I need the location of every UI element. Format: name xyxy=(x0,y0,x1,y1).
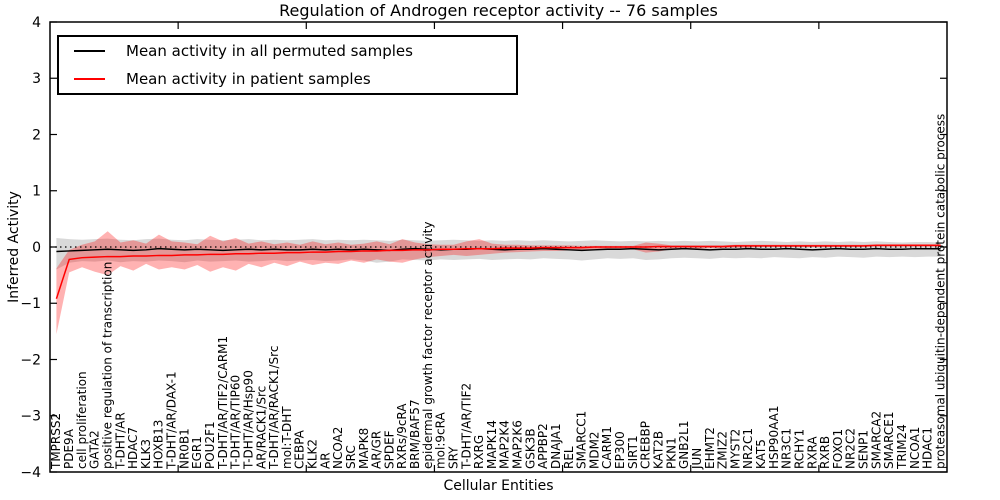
x-category-label: epidermal growth factor receptor activit… xyxy=(421,222,435,469)
x-category-label: JUN xyxy=(690,448,704,470)
x-category-label: HDAC1 xyxy=(921,427,935,469)
x-category-label: SRY xyxy=(446,446,460,469)
x-category-label: NR2C2 xyxy=(844,428,858,469)
x-category-label: AR/GR xyxy=(370,431,384,469)
y-tick-label: 1 xyxy=(32,184,41,200)
x-category-label: mol:9cRA xyxy=(434,412,448,469)
x-category-label: T-DHT/AR/TIF2/CARM1 xyxy=(216,336,230,470)
x-category-label: DNAJA1 xyxy=(549,423,563,469)
x-category-label: CEBPA xyxy=(293,429,307,469)
x-category-label: cell proliferation xyxy=(75,371,89,469)
x-category-label: NCOA2 xyxy=(331,427,345,469)
x-category-label: NR3C1 xyxy=(780,428,794,469)
x-category-label: FOXO1 xyxy=(831,429,845,469)
permuted-mean-line xyxy=(56,247,941,253)
x-category-label: NR0B1 xyxy=(177,428,191,469)
y-tick-label: −2 xyxy=(20,352,41,368)
x-category-label: REL xyxy=(562,446,576,469)
y-tick-label: −4 xyxy=(20,465,41,481)
y-tick-label: −1 xyxy=(20,296,41,312)
x-category-label: GATA2 xyxy=(88,430,102,469)
x-category-label: SPDEF xyxy=(382,430,396,469)
x-category-label: PDE9A xyxy=(62,428,76,469)
y-tick-label: 4 xyxy=(32,15,41,31)
x-category-label: CARM1 xyxy=(600,426,614,469)
chart-title: Regulation of Androgen receptor activity… xyxy=(279,1,718,20)
x-category-label: BRM/BAF57 xyxy=(408,399,422,469)
legend-item-permuted-label: Mean activity in all permuted samples xyxy=(126,42,413,61)
x-category-label: RXRA xyxy=(805,436,819,469)
x-category-label: T-DHT/AR/TIP60 xyxy=(229,375,243,470)
x-category-label: HOXB13 xyxy=(152,420,166,469)
x-category-label: APPBP2 xyxy=(536,423,550,469)
x-category-label: HDAC7 xyxy=(126,427,140,469)
x-category-label: EGR1 xyxy=(190,436,204,469)
x-category-label: KAT2B xyxy=(652,431,666,469)
x-category-label: MAPK14 xyxy=(485,420,499,469)
legend-line-patient-swatch xyxy=(74,77,105,80)
y-axis-label: Inferred Activity xyxy=(6,191,22,303)
legend-item-patient: Mean activity in patient samples xyxy=(59,66,516,92)
x-category-label: proteasomal ubiquitin-dependent protein … xyxy=(933,114,947,469)
legend: Mean activity in all permuted samples Me… xyxy=(57,35,518,95)
x-category-label: T-DHT/AR xyxy=(113,412,127,470)
legend-item-patient-label: Mean activity in patient samples xyxy=(126,69,371,88)
x-category-label: NR2C1 xyxy=(741,428,755,469)
patient-std-band xyxy=(56,231,941,335)
x-category-label: T-DHT/AR/Hsp90 xyxy=(241,370,255,470)
x-category-label: SMARCC1 xyxy=(575,411,589,469)
x-category-label: EHMT2 xyxy=(703,427,717,469)
x-category-label: MAPK8 xyxy=(357,428,371,469)
x-axis-label: Cellular Entities xyxy=(443,478,554,494)
x-category-label: RXRs/9cRA xyxy=(395,403,409,469)
x-category-label: SENP1 xyxy=(857,430,871,469)
x-category-label: SIRT1 xyxy=(626,435,640,469)
x-category-label: PKN1 xyxy=(664,437,678,469)
patient-mean-line xyxy=(55,244,941,299)
x-category-label: KLK2 xyxy=(306,439,320,469)
x-category-label: TMPRSS2 xyxy=(49,413,63,470)
x-category-label: T-DHT/AR/TIF2 xyxy=(459,383,473,470)
x-category-label: KLK3 xyxy=(139,439,153,469)
x-category-label: GNB2L1 xyxy=(677,421,691,469)
x-category-label: GSK3B xyxy=(523,428,537,469)
x-category-label: SMARCE1 xyxy=(882,411,896,469)
x-category-label: mol:T-DHT xyxy=(280,406,294,469)
y-tick-label: 2 xyxy=(32,127,41,143)
y-tick-label: −3 xyxy=(20,409,41,425)
x-category-label: ZMIZ2 xyxy=(716,431,730,469)
x-category-label: T-DHT/AR/DAX-1 xyxy=(165,371,179,470)
x-category-label: MDM2 xyxy=(587,431,601,469)
x-category-label: KAT5 xyxy=(754,439,768,469)
legend-line-permuted-swatch xyxy=(74,50,105,53)
x-category-label: positive regulation of transcription xyxy=(101,262,115,469)
y-tick-label: 3 xyxy=(32,71,41,87)
x-category-label: AR xyxy=(318,452,332,469)
x-category-label: MAP2K6 xyxy=(511,420,525,469)
x-category-label: SMARCA2 xyxy=(869,411,883,469)
x-category-label: RXRG xyxy=(472,435,486,469)
x-category-label: HSP90AA1 xyxy=(767,405,781,469)
y-tick-label: 0 xyxy=(32,240,41,256)
x-category-label: RCHY1 xyxy=(792,429,806,469)
x-category-label: T-DHT/AR/RACK1/Src xyxy=(267,346,281,470)
x-category-label: RXRB xyxy=(818,436,832,469)
legend-item-permuted: Mean activity in all permuted samples xyxy=(59,38,516,64)
x-category-label: NCOA1 xyxy=(908,427,922,469)
x-category-label: AR/RACK1/Src xyxy=(254,386,268,469)
x-category-label: MYST2 xyxy=(728,429,742,469)
x-category-label: POU2F1 xyxy=(203,421,217,469)
x-category-label: MAP2K4 xyxy=(498,420,512,469)
x-category-label: SRC xyxy=(344,445,358,469)
x-category-label: EP300 xyxy=(613,431,627,469)
x-category-label: TRIM24 xyxy=(895,424,909,470)
x-category-label: CREBBP xyxy=(639,421,653,469)
